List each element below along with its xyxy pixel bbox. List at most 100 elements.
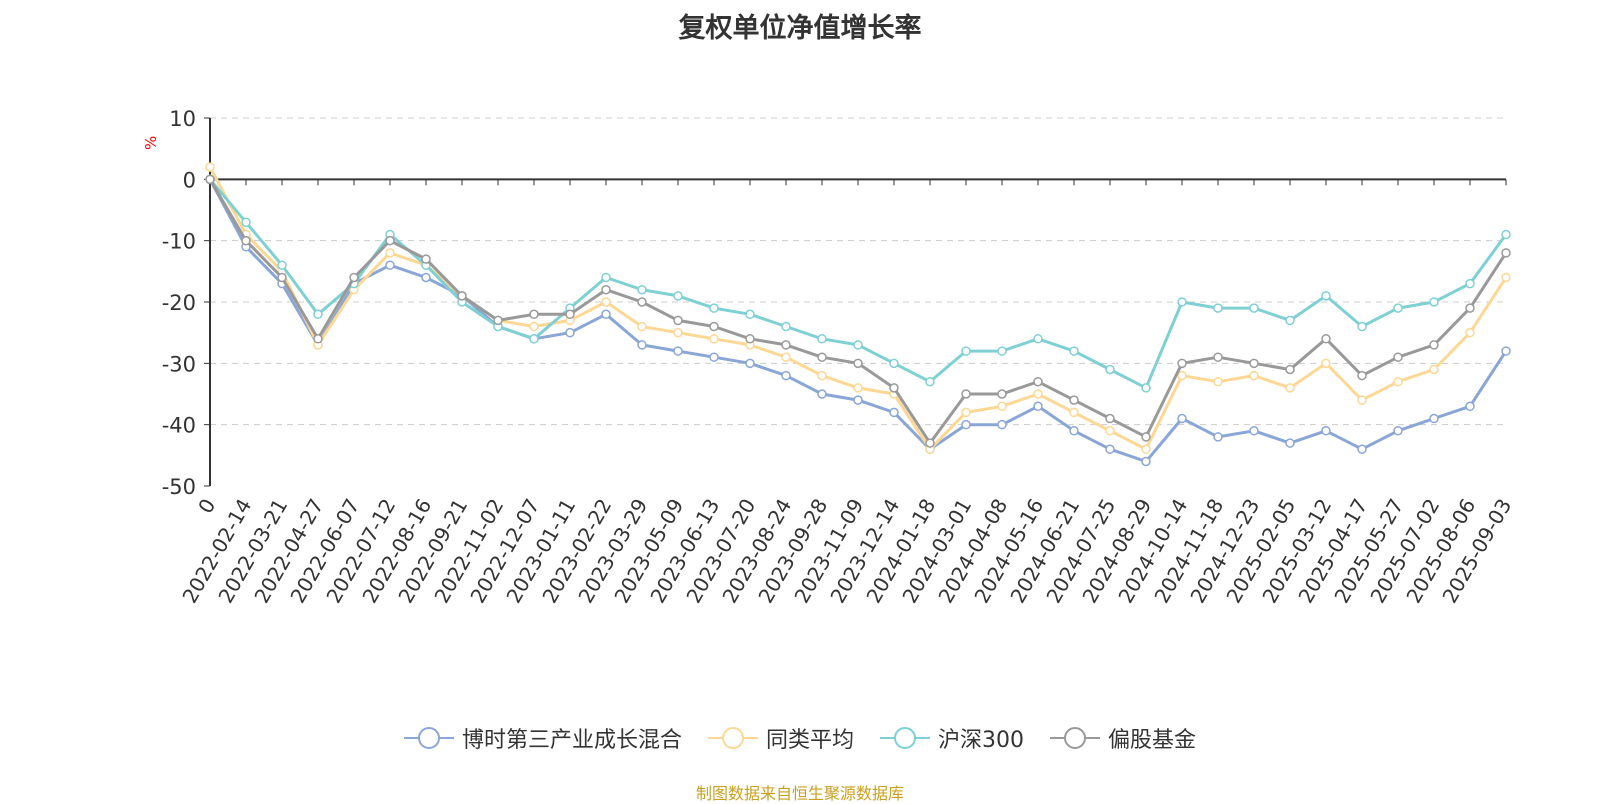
- data-point: [853, 395, 863, 405]
- data-point: [385, 235, 395, 246]
- data-point: [1069, 395, 1079, 405]
- data-point: [385, 260, 395, 270]
- data-point: [601, 309, 611, 320]
- series-line: [208, 166, 1508, 451]
- data-point: [1357, 444, 1367, 454]
- data-point: [997, 401, 1007, 412]
- data-point: [1393, 426, 1403, 436]
- data-point: [1285, 315, 1295, 326]
- legend-item[interactable]: 沪深300: [880, 722, 1024, 754]
- tick-labels: 100-10-20-30-40-5002022-02-142022-03-212…: [162, 107, 1517, 607]
- data-point: [493, 315, 503, 326]
- data-point: [1465, 278, 1475, 289]
- data-point: [1069, 346, 1079, 356]
- data-point: [1033, 401, 1043, 412]
- legend[interactable]: 博时第三产业成长混合 同类平均 沪深300 偏股基金: [0, 722, 1600, 754]
- legend-item[interactable]: 博时第三产业成长混合: [403, 722, 682, 754]
- data-point: [1249, 426, 1259, 436]
- data-point: [457, 291, 467, 301]
- data-point: [925, 376, 935, 387]
- data-point: [853, 340, 863, 350]
- y-tick-label: 10: [169, 107, 196, 131]
- data-point: [1465, 401, 1475, 412]
- data-point: [1213, 303, 1223, 313]
- data-point: [1141, 383, 1151, 393]
- data-point: [673, 346, 683, 356]
- data-point: [1033, 334, 1043, 344]
- series-line: [208, 178, 1508, 463]
- data-point: [781, 340, 791, 350]
- legend-label: 沪深300: [938, 728, 1024, 753]
- data-point: [601, 297, 611, 307]
- data-point: [853, 358, 863, 369]
- data-point: [1321, 291, 1331, 301]
- data-point: [421, 272, 431, 283]
- data-point: [1177, 297, 1187, 307]
- data-point: [1429, 364, 1439, 375]
- data-point: [1141, 432, 1151, 442]
- data-point: [1213, 376, 1223, 387]
- data-point: [997, 346, 1007, 356]
- data-point: [889, 383, 899, 393]
- data-point: [1285, 383, 1295, 393]
- data-point: [1069, 426, 1079, 436]
- data-point: [565, 309, 575, 320]
- data-point: [745, 358, 755, 369]
- series-line: [208, 178, 1508, 390]
- data-point: [205, 174, 215, 185]
- grid: [210, 117, 1506, 426]
- data-point: [1429, 413, 1439, 424]
- data-point: [1177, 370, 1187, 381]
- legend-marker-icon: [707, 727, 758, 749]
- data-point: [961, 419, 971, 430]
- data-point: [961, 346, 971, 356]
- legend-item[interactable]: 偏股基金: [1050, 722, 1196, 754]
- data-point: [709, 334, 719, 344]
- data-point: [673, 327, 683, 338]
- data-point: [601, 284, 611, 295]
- data-point: [961, 389, 971, 399]
- data-point: [637, 321, 647, 332]
- data-point: [241, 235, 251, 246]
- x-tick-label: 0: [193, 495, 220, 518]
- data-point: [1249, 303, 1259, 313]
- data-point: [673, 315, 683, 326]
- data-point: [709, 352, 719, 362]
- data-point: [313, 334, 323, 344]
- data-point: [709, 321, 719, 332]
- data-point: [349, 272, 359, 283]
- data-point: [1105, 413, 1115, 424]
- data-point: [1465, 327, 1475, 338]
- data-point: [925, 438, 935, 448]
- data-point: [1357, 321, 1367, 332]
- data-point: [637, 340, 647, 350]
- data-point: [529, 334, 539, 344]
- y-tick-label: 0: [183, 168, 196, 192]
- data-point: [997, 419, 1007, 430]
- legend-item[interactable]: 同类平均: [707, 722, 854, 754]
- data-point: [817, 352, 827, 362]
- data-point: [421, 254, 431, 264]
- data-point: [853, 383, 863, 393]
- data-point: [1177, 413, 1187, 424]
- data-point: [1285, 364, 1295, 375]
- data-point: [1321, 358, 1331, 369]
- y-tick-label: -10: [162, 230, 196, 254]
- data-point: [1357, 370, 1367, 381]
- data-point: [673, 291, 683, 301]
- data-point: [889, 407, 899, 418]
- data-point: [1105, 426, 1115, 436]
- data-point: [1249, 358, 1259, 369]
- data-point: [1357, 395, 1367, 405]
- data-point: [529, 321, 539, 332]
- data-point: [817, 389, 827, 399]
- data-point: [277, 260, 287, 270]
- data-point: [745, 309, 755, 320]
- data-point: [1141, 456, 1151, 467]
- data-point: [961, 407, 971, 418]
- data-point: [1321, 426, 1331, 436]
- data-point: [1105, 364, 1115, 375]
- legend-marker-icon: [403, 727, 454, 749]
- data-point: [1501, 229, 1511, 240]
- data-point: [205, 162, 215, 172]
